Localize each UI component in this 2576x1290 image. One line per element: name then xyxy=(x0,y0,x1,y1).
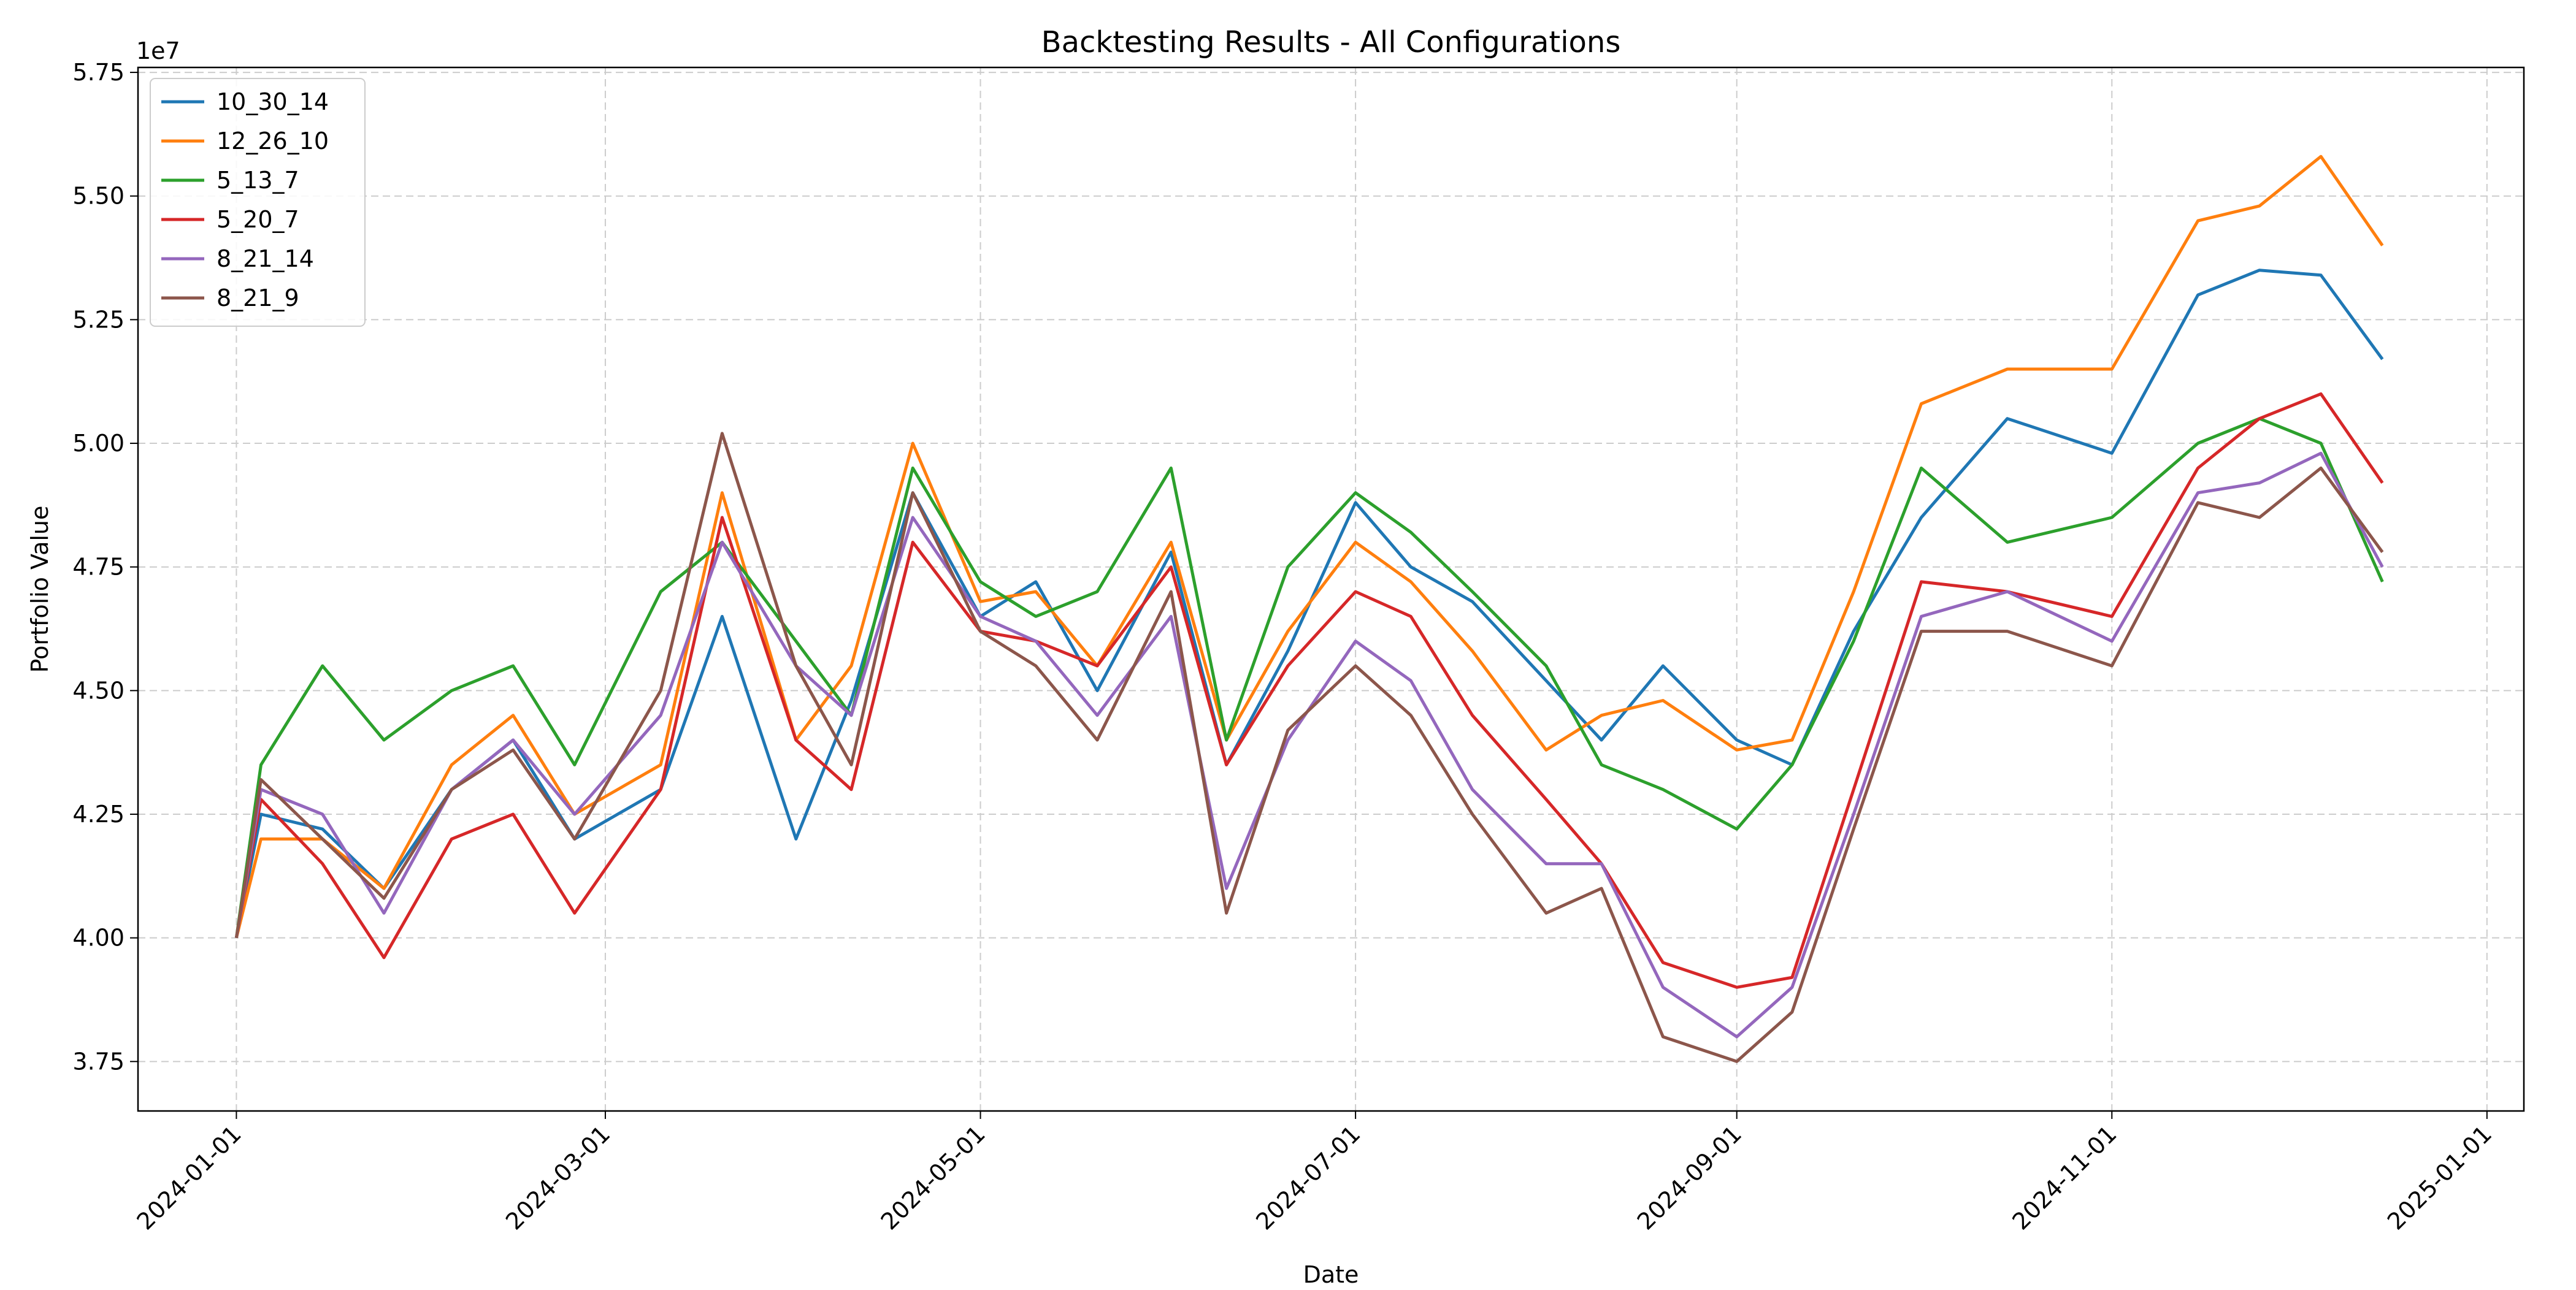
legend: 10_30_14 12_26_10 5_13_7 5_20_7 8_21_14 8_21_… xyxy=(150,78,366,327)
series-line-8_21_9 xyxy=(234,432,2384,1063)
series-layer xyxy=(234,155,2384,1063)
grid-lines xyxy=(138,67,2524,1111)
y-tick-label: 5.00 xyxy=(72,430,125,457)
y-tick-label: 5.25 xyxy=(72,306,125,333)
x-axis-label: Date xyxy=(1303,1261,1359,1288)
series-line-8_21_14 xyxy=(234,451,2384,1039)
legend-label: 5_20_7 xyxy=(217,206,299,233)
y-axis: 3.75 4.00 4.25 4.50 4.75 5.00 5.25 5.50 5.75 xyxy=(72,59,138,1075)
series-line-12_26_10 xyxy=(234,155,2384,939)
chart-title: Backtesting Results - All Configurations xyxy=(1041,25,1621,59)
y-tick-label: 4.25 xyxy=(72,801,125,828)
y-tick-label: 4.50 xyxy=(72,677,125,704)
legend-label: 8_21_9 xyxy=(217,284,299,311)
y-axis-offset-label: 1e7 xyxy=(136,37,180,64)
legend-label: 10_30_14 xyxy=(217,88,329,115)
y-tick-label: 5.75 xyxy=(72,59,125,86)
y-tick-label: 4.00 xyxy=(72,925,125,952)
series-line-5_20_7 xyxy=(234,392,2384,989)
legend-label: 5_13_7 xyxy=(217,167,299,194)
y-tick-label: 4.75 xyxy=(72,554,125,581)
plot-frame xyxy=(137,66,2525,1112)
legend-label: 8_21_14 xyxy=(217,245,314,272)
y-tick-label: 3.75 xyxy=(72,1048,125,1075)
series-line-10_30_14 xyxy=(234,269,2384,939)
y-axis-label: Portfolio Value xyxy=(26,506,53,673)
y-tick-label: 5.50 xyxy=(72,183,125,210)
series-line-5_13_7 xyxy=(234,417,2384,939)
legend-label: 12_26_10 xyxy=(217,128,329,155)
